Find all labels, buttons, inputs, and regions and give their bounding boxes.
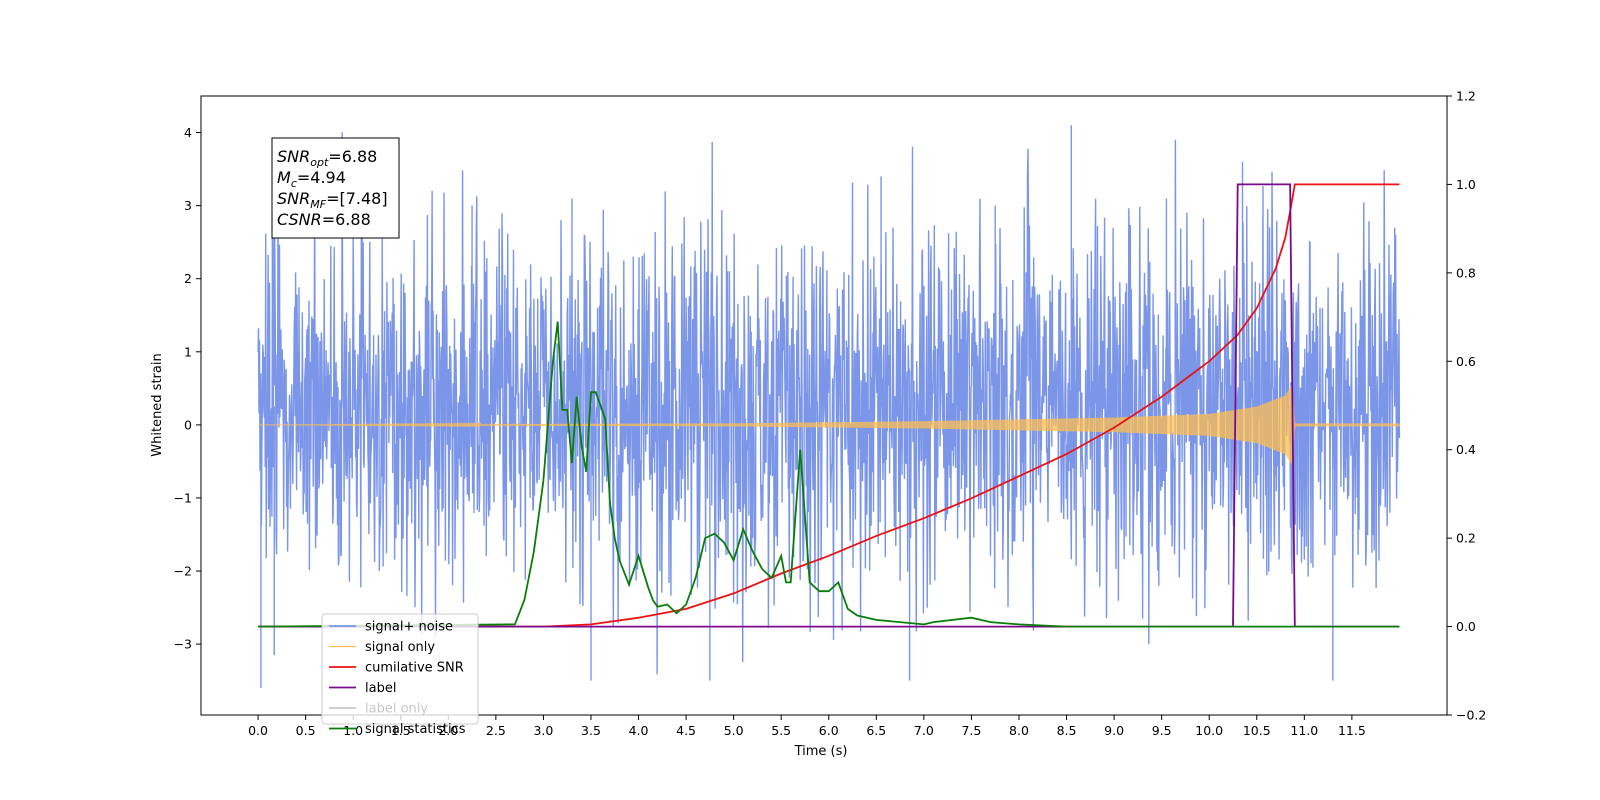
y2-tick-label: 0.0 [1456,619,1476,634]
series-2 [258,183,1400,628]
y-tick-label: 4 [184,125,192,140]
legend-label: signal+ noise [365,620,453,635]
x-tick-label: 0.5 [296,723,316,738]
x-tick-label: 5.5 [771,723,791,738]
legend-item: cumilative SNR [329,661,464,676]
legend-label: signal only [365,640,435,655]
plot-frame [200,95,1448,716]
legend-label: label [365,681,396,696]
y2-tick-label: 0.4 [1456,442,1476,457]
x-tick-label: 1.5 [391,723,411,738]
x-tick-label: 6.0 [819,723,839,738]
series-1 [258,385,1400,465]
annotation-line: SNRopt=6.88 [277,147,377,169]
y-axis-label: Whitened strain [150,353,165,456]
x-tick-label: 6.5 [866,723,886,738]
y-tick-label: −3 [174,637,192,652]
x-tick-label: 3.0 [533,723,553,738]
y-tick-label: 1 [184,344,192,359]
series-line-signal-noise [257,132,1401,675]
legend-label: signal statistics [365,722,466,737]
x-tick-label: 7.0 [914,723,934,738]
series-0 [257,125,1401,688]
x-axis: 0.0 0.5 1.0 1.5 2.0 2.5 3.0 3.5 4.0 4.5 5.0 5.5 6.0 6… [248,715,1366,738]
legend-item: label only [329,702,428,717]
y-tick-label: −2 [174,564,192,579]
legend-item: signal statistics [329,722,466,737]
series-layer [257,125,1401,688]
x-tick-label: 9.0 [1104,723,1124,738]
y2-tick-label: 0.2 [1456,531,1476,546]
x-tick-label: 2.0 [438,723,458,738]
annotation-line: SNRMF=[7.48] [277,189,388,211]
x-tick-label: 9.5 [1152,723,1172,738]
y2-tick-label: 0.8 [1456,265,1476,280]
x-tick-label: 5.0 [724,723,744,738]
legend-label: label only [365,702,428,717]
annotation-line: Mc=4.94 [277,168,346,190]
series-line-signal-statistics [258,321,1400,628]
x-tick-label: 7.5 [961,723,981,738]
y2-tick-label: 1.0 [1456,177,1476,192]
x-tick-label: 1.0 [343,723,363,738]
legend-frame [321,613,479,725]
y2-tick-label: −0.2 [1456,708,1486,723]
x-tick-label: 8.5 [1057,723,1077,738]
x-tick-label: 10.0 [1195,723,1223,738]
y-axis-left: −3 −2 −1 0 1 2 3 4 [174,125,201,652]
y2-tick-label: 1.2 [1456,89,1476,104]
y-tick-label: 3 [184,198,192,213]
x-tick-label: 4.5 [676,723,696,738]
x-tick-label: 0.0 [248,723,268,738]
annotation-frame [271,137,400,239]
annotation-line: CSNR=6.88 [277,210,371,229]
x-tick-label: 4.0 [629,723,649,738]
x-tick-label: 3.5 [581,723,601,738]
x-tick-label: 8.0 [1009,723,1029,738]
legend: signal+ noise signal only cumilative SNR la… [321,613,479,737]
legend-label: cumilative SNR [365,661,464,676]
x-tick-label: 10.5 [1243,723,1271,738]
legend-item: signal+ noise [329,620,453,635]
y-tick-label: −1 [174,490,192,505]
x-axis-label: Time (s) [794,744,848,759]
y-tick-label: 0 [184,417,192,432]
series-5 [258,321,1400,628]
x-tick-label: 11.0 [1290,723,1318,738]
series-line-cumilative-snr [258,183,1400,628]
y-tick-label: 2 [184,271,192,286]
series-line-signal-only [258,385,1400,465]
y-axis-right: −0.2 0.0 0.2 0.4 0.6 0.8 1.0 1.2 [1447,89,1486,723]
legend-item: label [329,681,396,696]
x-tick-label: 2.5 [486,723,506,738]
legend-item: signal only [329,640,435,655]
x-tick-label: 11.5 [1338,723,1366,738]
y2-tick-label: 0.6 [1456,354,1476,369]
